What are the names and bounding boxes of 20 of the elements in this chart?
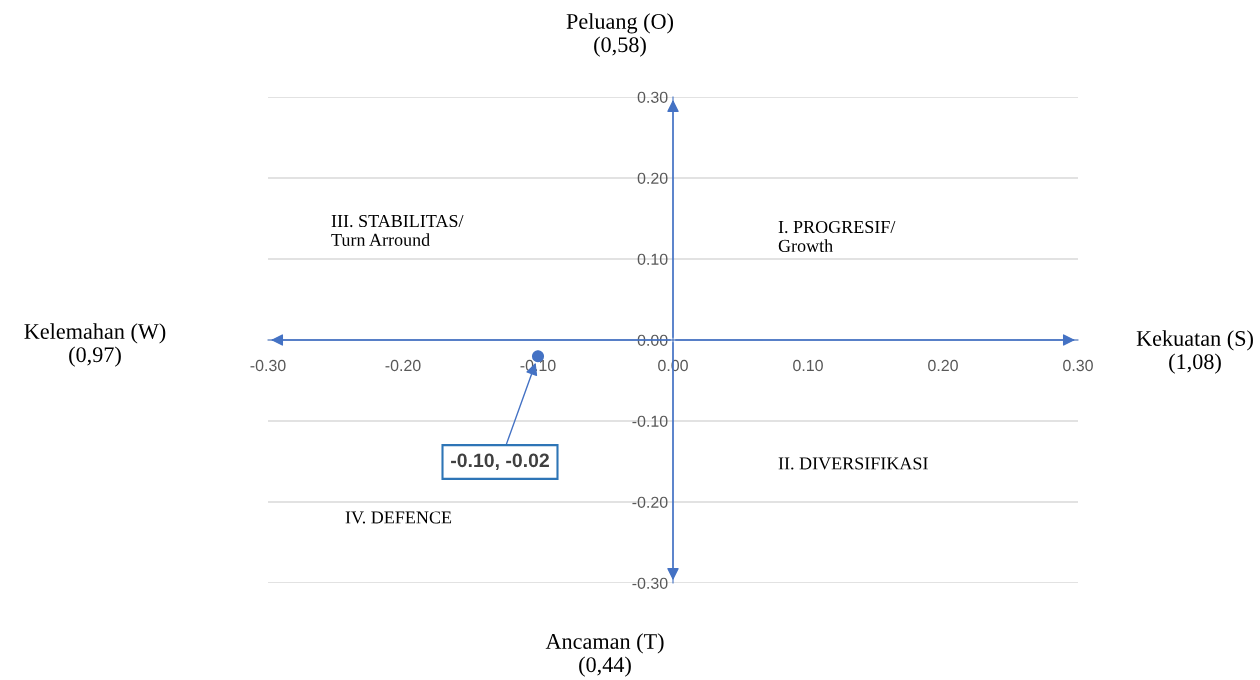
y-tick-label: -0.30	[632, 577, 668, 589]
y-tick-label: 0.30	[637, 91, 668, 103]
annotation: I. PROGRESIF/ Growth	[778, 220, 896, 252]
y-tick-label: 0.10	[637, 253, 668, 265]
y-tick-label: -0.20	[632, 496, 668, 508]
x-tick-label: -0.20	[385, 359, 421, 372]
x-tick-label: -0.30	[250, 359, 286, 372]
x-tick-label: 0.20	[928, 359, 958, 372]
y-tick-label: 0.20	[637, 172, 668, 184]
annotation: III. STABILITAS/ Turn Arround	[331, 214, 464, 246]
y-tick-label: -0.10	[632, 415, 668, 427]
text: Kelemahan (W) (0,97)	[24, 323, 166, 367]
text: Ancaman (T) (0,44)	[545, 633, 664, 677]
x-tick-label: 0.10	[793, 359, 823, 372]
annotation: II. DIVERSIFIKASI	[778, 457, 928, 470]
text: Peluang (O) (0,58)	[566, 13, 674, 57]
annotation: -0.10, -0.02	[451, 453, 549, 471]
annotation: IV. DEFENCE	[345, 511, 452, 524]
x-tick-label: 0.30	[1063, 359, 1093, 372]
text: Kekuatan (S) (1,08)	[1136, 330, 1253, 374]
